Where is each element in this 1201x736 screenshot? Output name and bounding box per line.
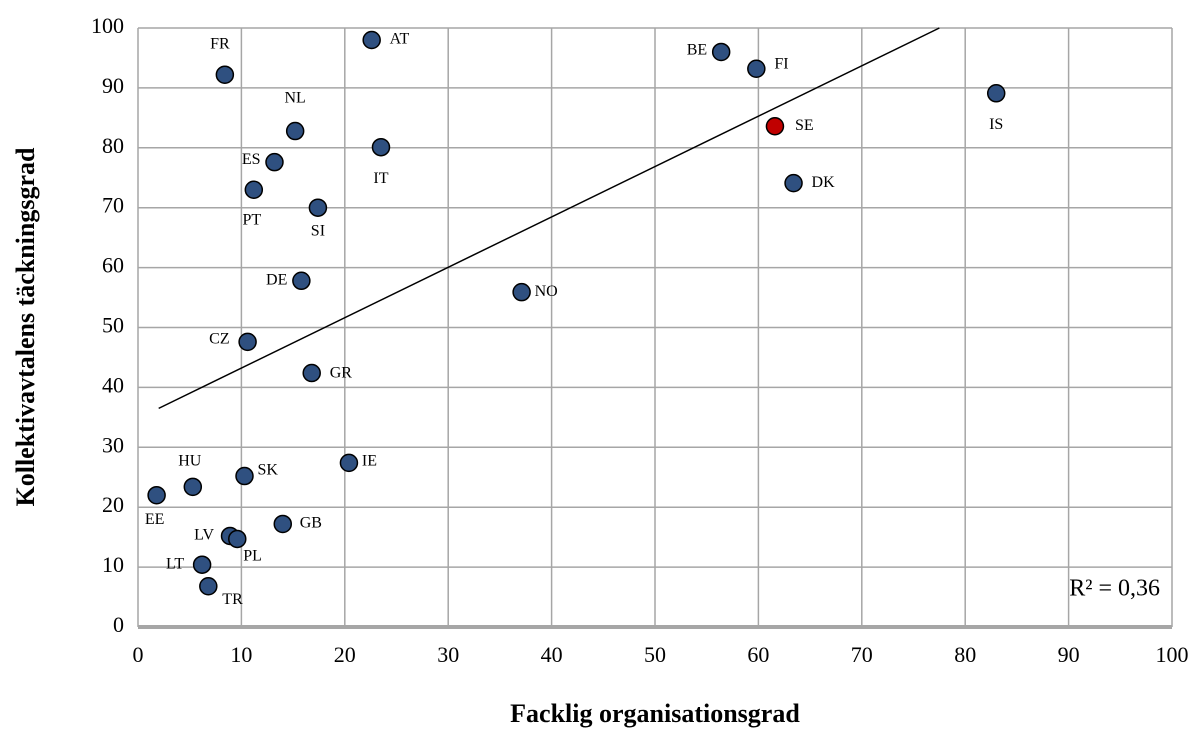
- point: [228, 529, 247, 549]
- x-tick-label: 20: [334, 642, 356, 667]
- y-tick-label: 50: [102, 313, 124, 338]
- x-tick-label: 10: [230, 642, 252, 667]
- point-label: ES: [242, 151, 261, 168]
- point: [512, 282, 531, 302]
- point-label: CZ: [209, 331, 229, 348]
- point: [235, 466, 254, 486]
- point-label: IT: [373, 170, 388, 187]
- x-axis-title: Facklig organisationsgrad: [510, 699, 800, 728]
- point: [183, 477, 203, 497]
- point: [192, 555, 212, 574]
- x-tick-label: 50: [644, 642, 666, 667]
- x-tick-label: 40: [541, 642, 563, 667]
- point-label: SE: [795, 117, 814, 134]
- point: [747, 59, 766, 78]
- r-squared: R² = 0,36: [1069, 576, 1160, 602]
- y-tick-label: 30: [102, 432, 124, 457]
- point: [711, 42, 731, 62]
- point-label: PT: [242, 211, 261, 228]
- point: [215, 65, 235, 84]
- point-label: PL: [243, 548, 262, 565]
- point-label: IE: [362, 453, 377, 470]
- point: [292, 271, 311, 291]
- y-axis-title: Kollektivavtalens täckningsgrad: [11, 147, 40, 507]
- point: [308, 198, 328, 217]
- point-label: GR: [330, 365, 353, 382]
- point: [765, 116, 785, 136]
- point-label: SI: [311, 222, 325, 239]
- point: [238, 332, 257, 352]
- point-label: LV: [194, 527, 214, 544]
- point-label: NO: [535, 283, 558, 300]
- point: [362, 30, 381, 50]
- point-label: FI: [774, 55, 788, 72]
- point-label: BE: [687, 42, 707, 59]
- point-label: SK: [258, 462, 279, 479]
- point-label: EE: [145, 511, 165, 528]
- y-tick-label: 70: [102, 193, 124, 218]
- point-label: GB: [300, 515, 322, 532]
- point: [199, 577, 218, 596]
- x-tick-label: 90: [1058, 642, 1080, 667]
- y-tick-label: 20: [102, 492, 124, 517]
- y-tick-label: 90: [102, 73, 124, 98]
- point: [147, 485, 166, 505]
- y-tick-label: 60: [102, 253, 124, 278]
- trendline: [158, 27, 940, 410]
- y-tick-label: 80: [102, 133, 124, 158]
- y-tick-label: 0: [113, 612, 124, 637]
- point: [265, 152, 284, 172]
- x-tick-label: 70: [851, 642, 873, 667]
- point: [244, 180, 264, 199]
- point-label: DE: [266, 271, 287, 288]
- x-tick-label: 0: [133, 642, 144, 667]
- x-tick-label: 80: [954, 642, 976, 667]
- point: [302, 363, 321, 383]
- point-label: DK: [812, 174, 836, 191]
- point-label: IS: [989, 116, 1003, 133]
- x-tick-label: 100: [1156, 642, 1189, 667]
- point: [339, 453, 359, 473]
- y-tick-label: 10: [102, 552, 124, 577]
- point-label: TR: [222, 591, 243, 608]
- x-tick-label: 60: [747, 642, 769, 667]
- point: [273, 514, 293, 534]
- point: [285, 121, 305, 141]
- point-label: LT: [166, 555, 184, 572]
- x-tick-label: 30: [437, 642, 459, 667]
- point-label: FR: [210, 35, 230, 52]
- y-tick-label: 40: [102, 372, 124, 397]
- point-label: HU: [178, 453, 202, 470]
- y-tick-label: 100: [91, 13, 124, 38]
- point: [986, 84, 1006, 103]
- point-label: AT: [390, 31, 410, 48]
- point: [371, 137, 391, 157]
- point-label: NL: [285, 90, 306, 107]
- point: [784, 173, 803, 193]
